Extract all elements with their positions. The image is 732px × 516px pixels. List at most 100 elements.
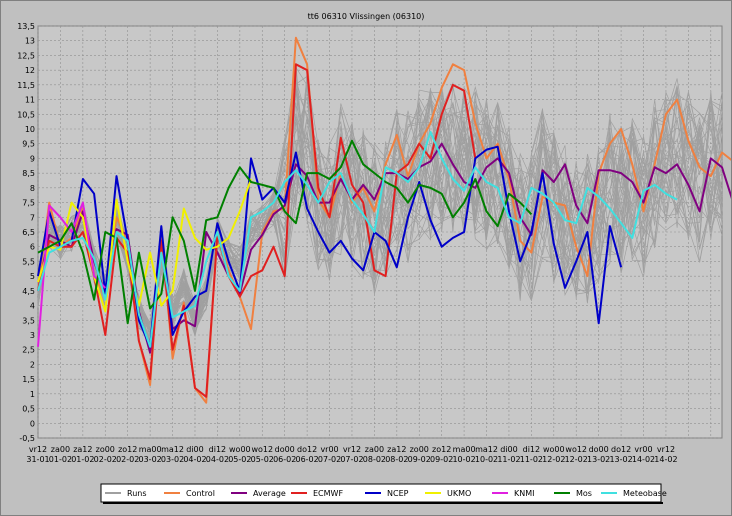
x-tick-label-date: 10-02 (452, 455, 475, 464)
x-tick-label-time: vr12 (657, 445, 675, 454)
x-tick-label-date: 10-02 (475, 455, 498, 464)
y-tick-label: 2,5 (22, 346, 35, 355)
legend-label-ncep: NCEP (387, 489, 409, 498)
x-tick-label-date: 14-02 (632, 455, 655, 464)
x-tick-label-time: zo00 (410, 445, 429, 454)
x-tick-label-date: 06-02 (273, 455, 296, 464)
x-tick-label-time: di00 (186, 445, 203, 454)
x-tick-label-date: 05-02 (228, 455, 251, 464)
y-tick-label: 0,5 (22, 405, 35, 414)
y-tick-label: 11 (25, 96, 35, 105)
x-tick-label-time: do12 (297, 445, 317, 454)
x-tick-label-date: 04-02 (206, 455, 229, 464)
x-tick-label-time: za00 (51, 445, 70, 454)
x-tick-label-time: wo00 (543, 445, 565, 454)
run-line (37, 97, 723, 335)
legend-shadow (103, 502, 663, 504)
y-axis-ticks: 13,51312,51211,51110,5109,598,587,576,56… (17, 22, 35, 443)
y-tick-label: 13 (25, 37, 35, 46)
x-tick-label-time: wo12 (251, 445, 273, 454)
x-tick-label-date: 11-02 (497, 455, 520, 464)
x-tick-label-date: 07-02 (318, 455, 341, 464)
y-tick-label: 1 (30, 390, 35, 399)
y-tick-label: 4 (30, 302, 35, 311)
legend-label-runs: Runs (127, 489, 147, 498)
x-tick-label-time: zo12 (432, 445, 451, 454)
y-tick-label: -0,5 (19, 434, 35, 443)
y-tick-label: 9 (30, 154, 35, 163)
x-tick-label-date: 07-02 (340, 455, 363, 464)
x-tick-label-time: za12 (387, 445, 406, 454)
x-tick-label-time: vr12 (343, 445, 361, 454)
x-tick-label-time: ma00 (453, 445, 476, 454)
x-tick-label-time: vr00 (320, 445, 338, 454)
y-tick-label: 8,5 (22, 169, 35, 178)
y-tick-label: 12 (25, 66, 35, 75)
legend-label-knmi: KNMI (514, 489, 535, 498)
x-tick-label-date: 01-02 (49, 455, 72, 464)
x-tick-label-date: 03-02 (139, 455, 162, 464)
y-tick-label: 4,5 (22, 287, 35, 296)
x-tick-label-date: 02-02 (116, 455, 139, 464)
x-tick-label-time: di12 (523, 445, 540, 454)
series-line-knmi (37, 201, 107, 347)
x-tick-label-time: za12 (73, 445, 92, 454)
x-tick-label-date: 12-02 (565, 455, 588, 464)
series-line-ecmwf (37, 63, 477, 398)
x-tick-label-time: zo00 (96, 445, 115, 454)
x-axis-ticks: vr1231-01za0001-02za1201-02zo0002-02zo12… (26, 445, 677, 464)
y-tick-label: 6 (30, 243, 35, 252)
legend-label-ukmo: UKMO (447, 489, 471, 498)
y-tick-label: 2 (30, 360, 35, 369)
y-tick-label: 0 (30, 419, 35, 428)
x-tick-label-date: 06-02 (295, 455, 318, 464)
x-tick-label-date: 02-02 (94, 455, 117, 464)
x-tick-label-time: wo00 (229, 445, 251, 454)
series-line-meteobase (37, 130, 678, 348)
x-tick-label-date: 09-02 (408, 455, 431, 464)
y-tick-label: 10 (25, 125, 35, 134)
x-tick-label-time: di12 (209, 445, 226, 454)
x-tick-label-date: 05-02 (251, 455, 274, 464)
y-tick-label: 11,5 (17, 81, 35, 90)
x-tick-label-time: ma00 (139, 445, 162, 454)
y-tick-label: 10,5 (17, 110, 35, 119)
series-line-mos (37, 139, 533, 325)
y-tick-label: 12,5 (17, 51, 35, 60)
legend-label-average: Average (253, 489, 286, 498)
legend-label-control: Control (186, 489, 215, 498)
x-tick-label-date: 12-02 (542, 455, 565, 464)
y-tick-label: 3,5 (22, 316, 35, 325)
x-tick-label-time: za00 (365, 445, 384, 454)
x-tick-label-time: ma12 (161, 445, 184, 454)
x-tick-label-date: 08-02 (363, 455, 386, 464)
x-tick-label-time: do00 (275, 445, 295, 454)
legend-label-mos: Mos (576, 489, 592, 498)
x-tick-label-date: 14-02 (654, 455, 677, 464)
x-tick-label-date: 01-02 (71, 455, 94, 464)
x-tick-label-date: 09-02 (430, 455, 453, 464)
chart-title: tt6 06310 Vlissingen (06310) (308, 12, 425, 21)
x-tick-label-time: do00 (589, 445, 609, 454)
x-tick-label-time: vr12 (29, 445, 47, 454)
x-tick-label-time: wo12 (565, 445, 587, 454)
y-tick-label: 3 (30, 331, 35, 340)
legend: Runs Control Average ECMWF NCEP UKMO KNMI Mos Me… (100, 483, 667, 504)
x-tick-label-date: 31-01 (26, 455, 49, 464)
legend-label-meteobase: Meteobase (623, 489, 667, 498)
y-tick-label: 1,5 (22, 375, 35, 384)
x-tick-label-date: 13-02 (609, 455, 632, 464)
legend-label-ecmwf: ECMWF (313, 489, 343, 498)
x-tick-label-date: 04-02 (183, 455, 206, 464)
x-tick-label-date: 11-02 (520, 455, 543, 464)
y-tick-label: 9,5 (22, 140, 35, 149)
y-tick-label: 5 (30, 272, 35, 281)
series-lines (37, 36, 731, 404)
y-tick-label: 5,5 (22, 257, 35, 266)
x-tick-label-date: 03-02 (161, 455, 184, 464)
y-tick-label: 8 (30, 184, 35, 193)
x-tick-label-time: ma12 (475, 445, 498, 454)
y-tick-label: 6,5 (22, 228, 35, 237)
